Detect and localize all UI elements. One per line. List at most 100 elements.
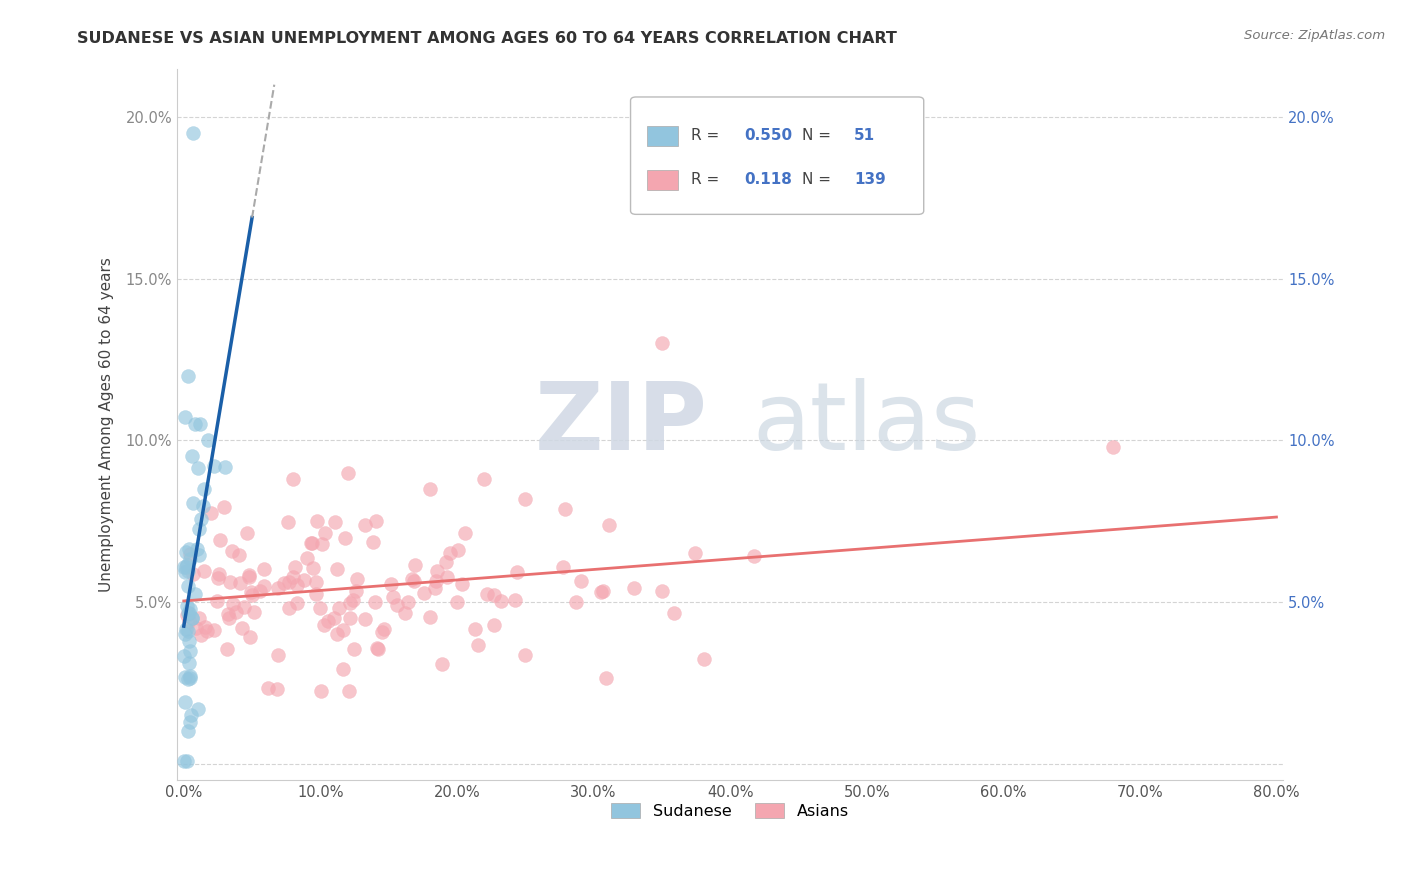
Point bbox=[186, 621, 208, 635]
Point bbox=[240, 588, 263, 602]
Text: SUDANESE VS ASIAN UNEMPLOYMENT AMONG AGES 60 TO 64 YEARS CORRELATION CHART: SUDANESE VS ASIAN UNEMPLOYMENT AMONG AGE… bbox=[77, 31, 897, 46]
Point bbox=[176, 607, 198, 622]
Point bbox=[505, 565, 527, 579]
Point bbox=[337, 684, 360, 698]
Point bbox=[253, 578, 276, 592]
Point bbox=[316, 615, 339, 629]
Point bbox=[219, 574, 242, 589]
Point bbox=[454, 526, 477, 541]
Point bbox=[394, 606, 416, 620]
Point bbox=[177, 578, 200, 592]
Point bbox=[592, 583, 614, 598]
Point bbox=[249, 583, 271, 598]
Point bbox=[266, 682, 288, 697]
Point bbox=[354, 612, 377, 626]
Point bbox=[305, 586, 328, 600]
Point bbox=[188, 417, 211, 432]
Point bbox=[228, 549, 250, 563]
Point bbox=[515, 491, 537, 506]
Point bbox=[179, 551, 201, 566]
Point bbox=[281, 569, 304, 583]
Point bbox=[173, 560, 195, 574]
Point bbox=[361, 535, 384, 549]
Point bbox=[176, 558, 198, 573]
Point bbox=[217, 607, 239, 621]
Point bbox=[1101, 440, 1123, 454]
Point bbox=[193, 565, 215, 579]
Point bbox=[257, 681, 280, 695]
Point bbox=[434, 556, 457, 570]
Point bbox=[598, 517, 620, 532]
Point bbox=[176, 606, 198, 620]
Point bbox=[301, 535, 323, 549]
Point bbox=[173, 409, 195, 424]
Point bbox=[174, 545, 197, 559]
Point bbox=[207, 594, 229, 608]
Point bbox=[332, 624, 354, 638]
Point bbox=[404, 574, 426, 588]
Point bbox=[742, 549, 765, 563]
Point bbox=[332, 662, 354, 676]
Point bbox=[311, 537, 333, 551]
Point bbox=[373, 622, 395, 636]
Point bbox=[190, 628, 212, 642]
Point bbox=[183, 566, 205, 581]
Text: Source: ZipAtlas.com: Source: ZipAtlas.com bbox=[1244, 29, 1385, 42]
Point bbox=[174, 565, 197, 579]
Point bbox=[267, 648, 290, 663]
Point bbox=[491, 594, 513, 608]
Point bbox=[187, 461, 209, 475]
Point bbox=[513, 648, 536, 662]
Point bbox=[239, 631, 262, 645]
Point bbox=[472, 472, 495, 486]
Point bbox=[231, 621, 253, 635]
Point bbox=[467, 638, 489, 652]
Point bbox=[305, 515, 328, 529]
Point bbox=[426, 565, 449, 579]
Point bbox=[229, 575, 252, 590]
Legend: Sudanese, Asians: Sudanese, Asians bbox=[605, 797, 855, 825]
Point bbox=[221, 544, 243, 558]
Point bbox=[595, 671, 617, 685]
Point bbox=[222, 597, 245, 611]
Point bbox=[232, 600, 254, 615]
Point bbox=[554, 502, 576, 516]
Point bbox=[218, 611, 240, 625]
Point bbox=[214, 459, 236, 474]
Point bbox=[240, 585, 263, 599]
Point bbox=[464, 622, 486, 636]
Text: R =: R = bbox=[692, 128, 724, 144]
Point bbox=[314, 525, 336, 540]
Point bbox=[173, 670, 195, 684]
Point bbox=[419, 609, 441, 624]
Point bbox=[252, 562, 274, 576]
Text: R =: R = bbox=[692, 172, 724, 187]
Point bbox=[176, 599, 198, 613]
Point bbox=[430, 657, 453, 671]
Point bbox=[285, 578, 308, 592]
Point bbox=[188, 548, 211, 562]
Point bbox=[180, 708, 202, 723]
Point bbox=[173, 648, 195, 663]
Point bbox=[404, 558, 426, 572]
Point bbox=[326, 626, 349, 640]
Point bbox=[662, 606, 685, 620]
Point bbox=[204, 459, 226, 474]
Point bbox=[177, 624, 200, 639]
Point bbox=[312, 617, 335, 632]
Y-axis label: Unemployment Among Ages 60 to 64 years: Unemployment Among Ages 60 to 64 years bbox=[100, 257, 114, 591]
Point bbox=[193, 482, 215, 496]
Point bbox=[401, 572, 423, 586]
Point bbox=[333, 531, 356, 545]
Point bbox=[569, 574, 592, 588]
Point bbox=[342, 592, 364, 607]
Point bbox=[346, 572, 368, 586]
Point bbox=[339, 596, 361, 610]
Point bbox=[183, 126, 205, 140]
Text: atlas: atlas bbox=[752, 378, 980, 470]
Point bbox=[197, 433, 219, 447]
Point bbox=[425, 574, 447, 588]
Text: N =: N = bbox=[801, 128, 837, 144]
Text: 139: 139 bbox=[853, 172, 886, 187]
Point bbox=[295, 551, 318, 566]
